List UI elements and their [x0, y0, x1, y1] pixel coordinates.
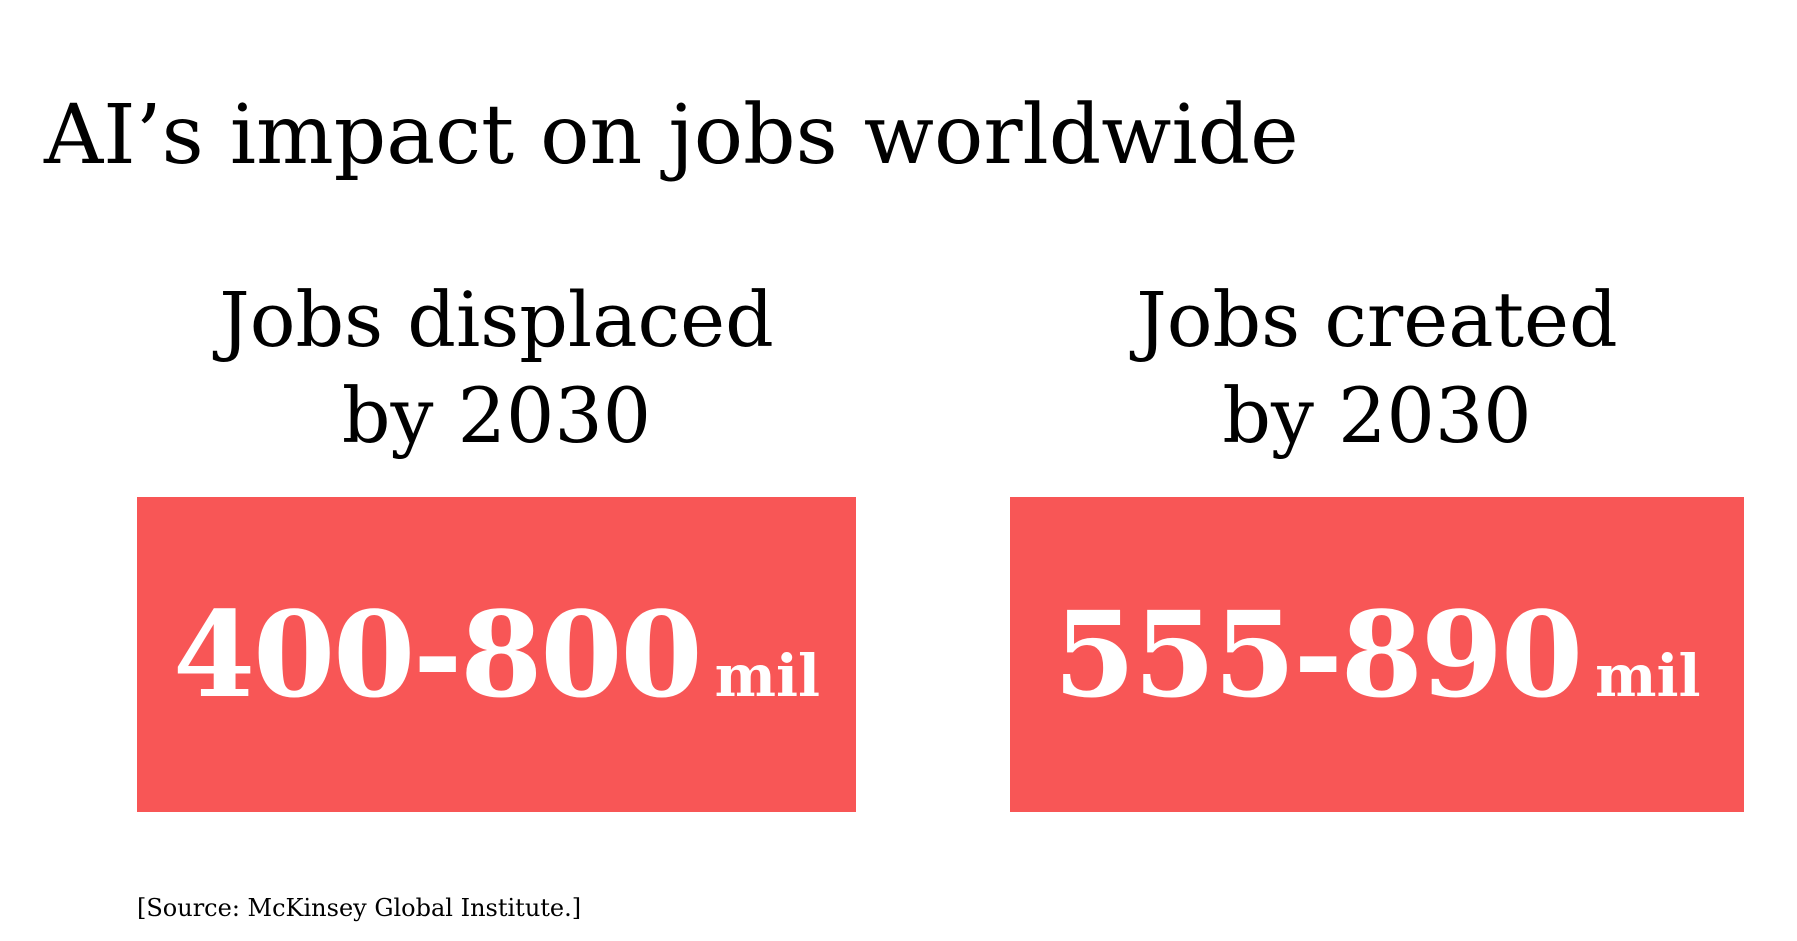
- jobs-displaced-heading: Jobs displaced by 2030: [137, 272, 856, 464]
- jobs-displaced-heading-line2: by 2030: [341, 371, 652, 460]
- jobs-created-stat: 555-890 mil: [1053, 585, 1700, 724]
- jobs-displaced-stat: 400-800 mil: [173, 585, 820, 724]
- jobs-created-heading: Jobs created by 2030: [1010, 272, 1744, 464]
- jobs-displaced-value: 400-800: [172, 585, 703, 724]
- jobs-created-unit: mil: [1595, 642, 1701, 710]
- jobs-displaced-heading-line1: Jobs displaced: [219, 275, 774, 364]
- jobs-displaced-stat-box: 400-800 mil: [137, 497, 856, 812]
- jobs-created-heading-line1: Jobs created: [1136, 275, 1618, 364]
- jobs-created-value: 555-890: [1053, 585, 1583, 724]
- jobs-displaced-unit: mil: [714, 642, 821, 710]
- source-citation: [Source: McKinsey Global Institute.]: [137, 894, 582, 922]
- slide-title: AI’s impact on jobs worldwide: [44, 87, 1299, 183]
- jobs-created-stat-box: 555-890 mil: [1010, 497, 1744, 812]
- jobs-created-heading-line2: by 2030: [1222, 371, 1532, 460]
